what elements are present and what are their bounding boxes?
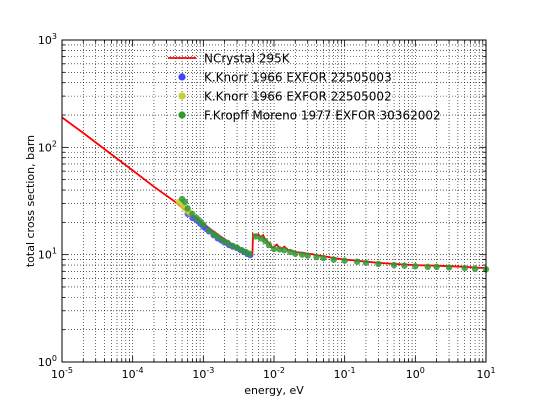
legend-marker [178,111,186,119]
y-tick-label: 102 [38,139,57,154]
data-point [200,221,207,228]
x-axis-label: energy, eV [244,384,304,397]
data-point [287,248,294,256]
data-point [390,261,398,269]
data-point [313,253,320,261]
data-point [320,254,327,262]
x-tick-label: 10-5 [51,366,73,381]
data-point [362,259,370,266]
data-point [252,233,259,240]
y-tick-labels: 100 101 102 103 [38,32,57,369]
data-point [445,264,453,271]
series-layer [61,116,490,273]
data-point [189,210,196,218]
data-point [433,263,440,271]
data-point [424,263,431,271]
data-point [276,246,283,253]
data-point [330,256,337,263]
data-point [304,252,311,259]
data-point [181,198,189,206]
data-point [281,247,288,254]
y-tick-label: 100 [38,354,57,369]
data-point [261,237,269,245]
data-point [353,258,361,265]
data-point [401,262,408,269]
y-tick-label: 103 [38,32,57,47]
data-point [233,244,241,251]
data-point [341,257,348,264]
data-point [224,239,231,246]
legend-marker [178,73,186,81]
x-tick-label: 100 [406,366,425,381]
legend-label: NCrystal 295K [204,52,291,66]
x-tick-label: 10-1 [334,366,356,381]
data-point [412,263,419,270]
legend: NCrystal 295K K.Knorr 1966 EXFOR 22505003… [168,52,441,123]
x-tick-label: 10-3 [192,366,214,381]
legend-label: K.Knorr 1966 EXFOR 22505002 [204,90,392,104]
data-point [298,251,306,258]
data-point [214,233,221,241]
plot-background [62,40,486,362]
y-tick-label: 101 [38,247,57,262]
x-tick-label: 10-4 [122,366,144,381]
data-point [292,250,299,257]
legend-label: F.Kropff Moreno 1977 EXFOR 30362002 [204,109,441,123]
data-point [246,250,253,257]
data-point [265,241,273,249]
legend-label: K.Knorr 1966 EXFOR 22505003 [204,71,392,85]
data-point [461,264,468,272]
y-axis-label: total cross section, barn [24,135,37,267]
ticks [61,40,486,363]
data-point [375,260,382,268]
x-tick-label: 10-2 [263,366,285,381]
x-tick-labels: 10-5 10-4 10-3 10-2 10-1 100 101 [51,366,496,381]
data-point [471,265,479,272]
data-point [205,227,213,234]
data-point [270,245,278,253]
data-point [184,205,191,212]
legend-marker [178,92,186,100]
x-tick-label: 101 [476,366,495,381]
